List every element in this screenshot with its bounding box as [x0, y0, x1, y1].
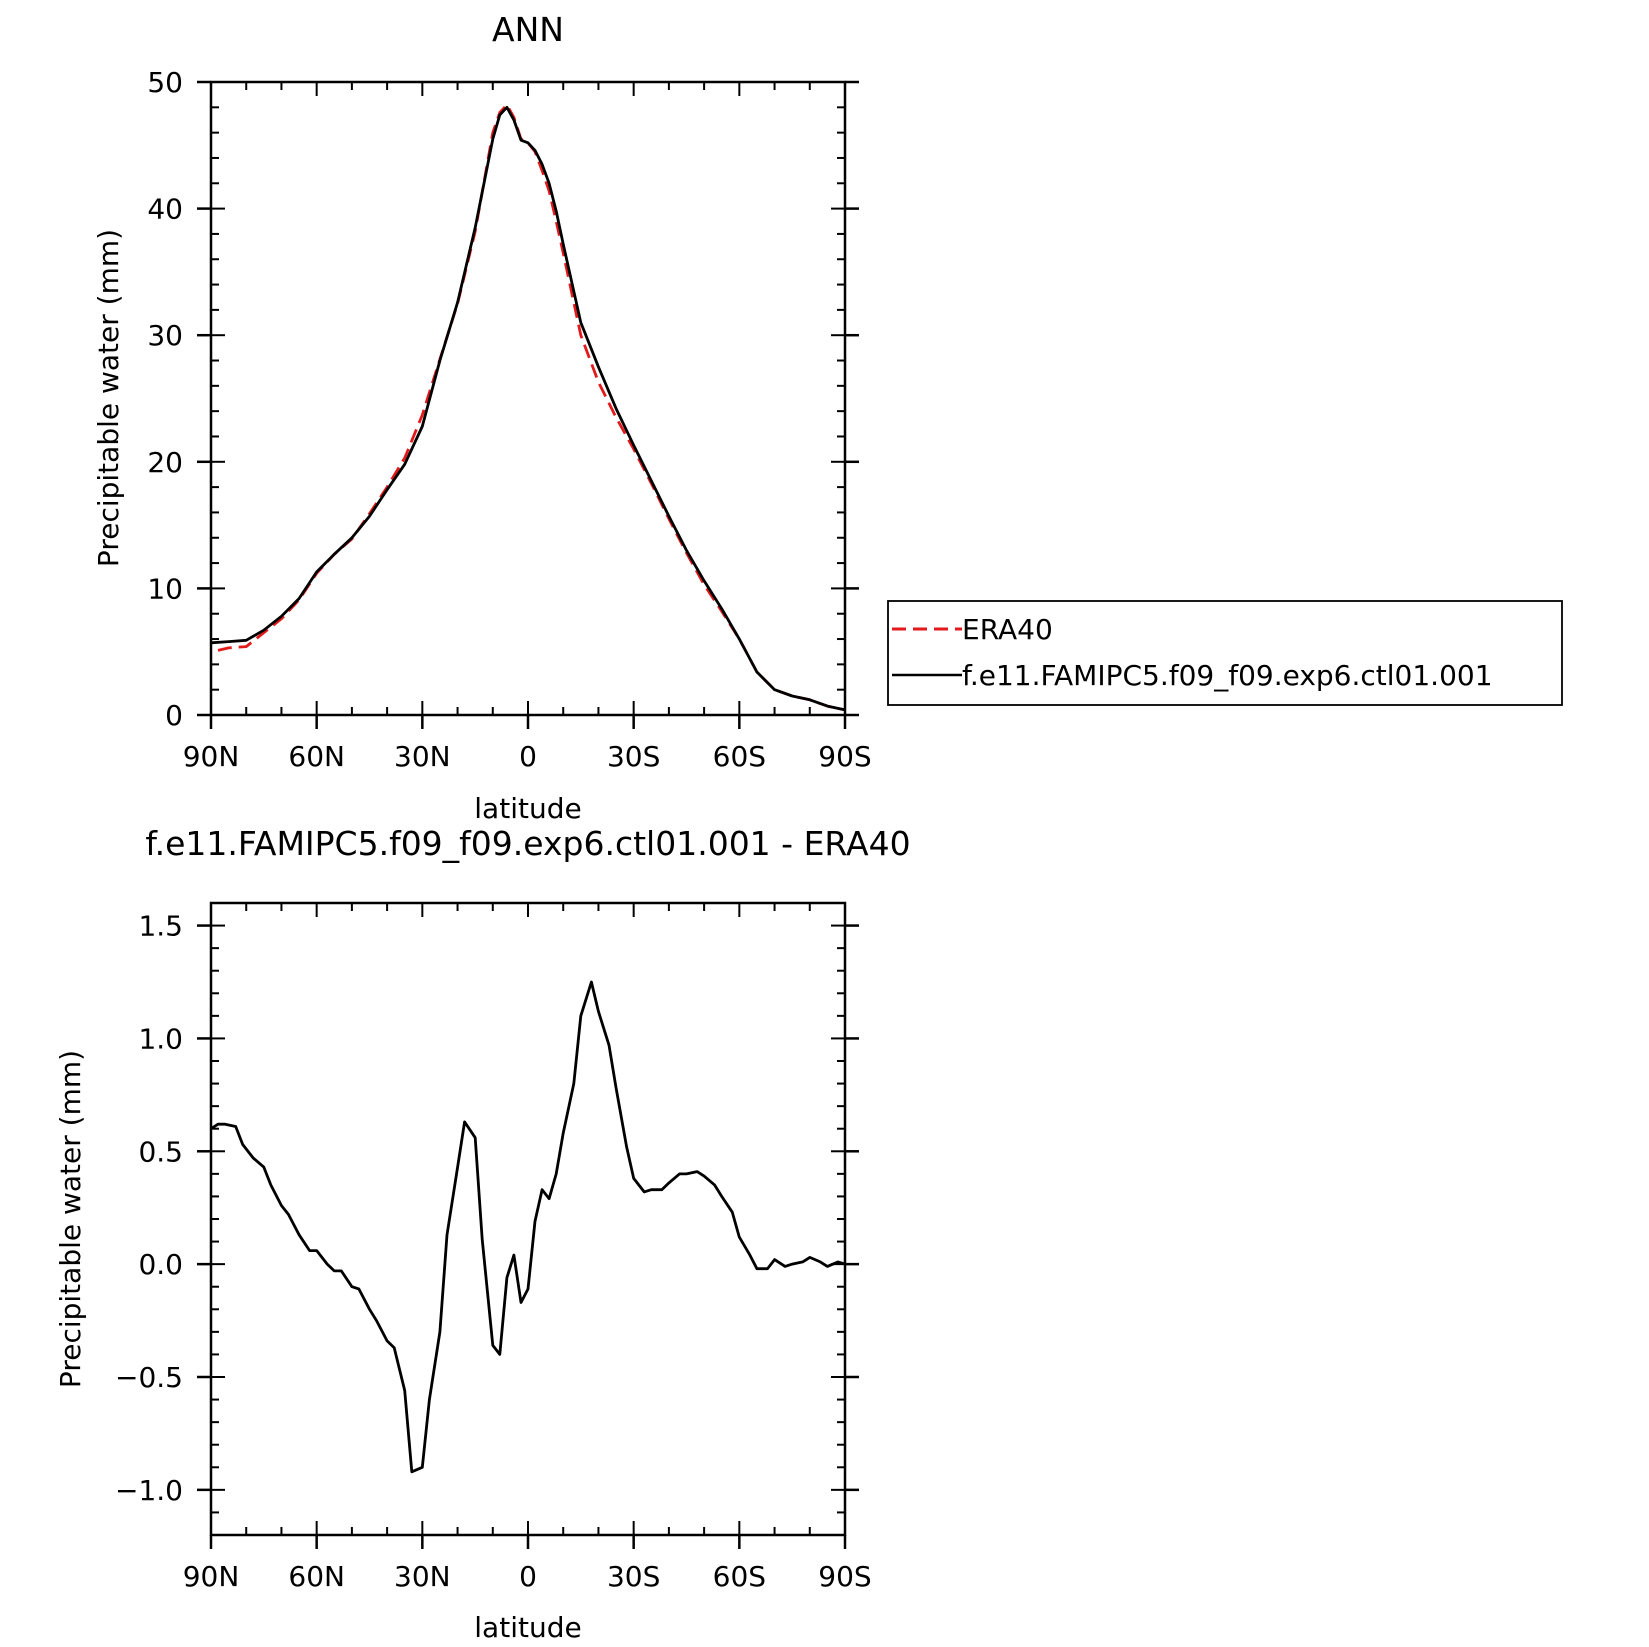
- top-plot-frame: [209, 80, 847, 717]
- bottom-panel: f.e11.FAMIPC5.f09_f09.exp6.ctl01.001 - E…: [54, 824, 911, 1644]
- bottom-series-line-1: [210, 980, 846, 1474]
- bottom-x-tick-label: 60S: [713, 1560, 766, 1593]
- legend-box: [887, 600, 1563, 706]
- top-y-tick-label: 0: [165, 699, 183, 732]
- top-x-tick-label: 60S: [713, 740, 766, 773]
- bottom-y-tick-label: 1.0: [138, 1022, 183, 1055]
- bottom-y-tick-label: 0.0: [138, 1248, 183, 1281]
- bottom-x-axis-label: latitude: [474, 1611, 581, 1644]
- bottom-x-tick-label: 90S: [818, 1560, 871, 1593]
- legend-label-era40: ERA40: [962, 613, 1053, 646]
- top-y-tick-label: 20: [147, 446, 183, 479]
- top-y-tick-label: 30: [147, 319, 183, 352]
- legend-label-model: f.e11.FAMIPC5.f09_f09.exp6.ctl01.001: [962, 659, 1493, 692]
- top-x-tick-label: 30N: [394, 740, 451, 773]
- bottom-x-tick-label: 60N: [288, 1560, 345, 1593]
- bottom-y-axis-label: Precipitable water (mm): [54, 1050, 87, 1388]
- bottom-x-tick-label: 30S: [607, 1560, 660, 1593]
- bottom-x-tick-label: 0: [519, 1560, 537, 1593]
- bottom-x-tick-label: 30N: [394, 1560, 451, 1593]
- top-x-tick-label: 90N: [183, 740, 240, 773]
- top-x-tick-label: 0: [519, 740, 537, 773]
- top-x-tick-label: 30S: [607, 740, 660, 773]
- top-panel: ANN 90N 60N 30N 0 30S 60S 90S 0 10 20 30 40 50 latit…: [92, 10, 1563, 825]
- top-y-tick-label: 50: [147, 66, 183, 99]
- top-x-tick-label: 90S: [818, 740, 871, 773]
- bottom-plot-frame: [209, 901, 847, 1537]
- bottom-y-tick-label: −1.0: [115, 1474, 183, 1507]
- bottom-x-tick-label: 90N: [183, 1560, 240, 1593]
- bottom-y-tick-label: 0.5: [138, 1135, 183, 1168]
- top-y-tick-label: 40: [147, 193, 183, 226]
- top-y-tick-label: 10: [147, 572, 183, 605]
- bottom-y-tick-label: −0.5: [115, 1361, 183, 1394]
- legend: ERA40 f.e11.FAMIPC5.f09_f09.exp6.ctl01.0…: [887, 600, 1563, 706]
- bottom-plot-title: f.e11.FAMIPC5.f09_f09.exp6.ctl01.001 - E…: [145, 824, 910, 863]
- bottom-y-tick-label: 1.5: [138, 910, 183, 943]
- top-x-axis-label: latitude: [474, 792, 581, 825]
- top-y-axis-label: Precipitable water (mm): [92, 229, 125, 567]
- top-plot-title: ANN: [492, 10, 564, 49]
- top-series-line-2: [210, 105, 846, 712]
- top-series-line-1: [217, 103, 846, 712]
- top-x-tick-label: 60N: [288, 740, 345, 773]
